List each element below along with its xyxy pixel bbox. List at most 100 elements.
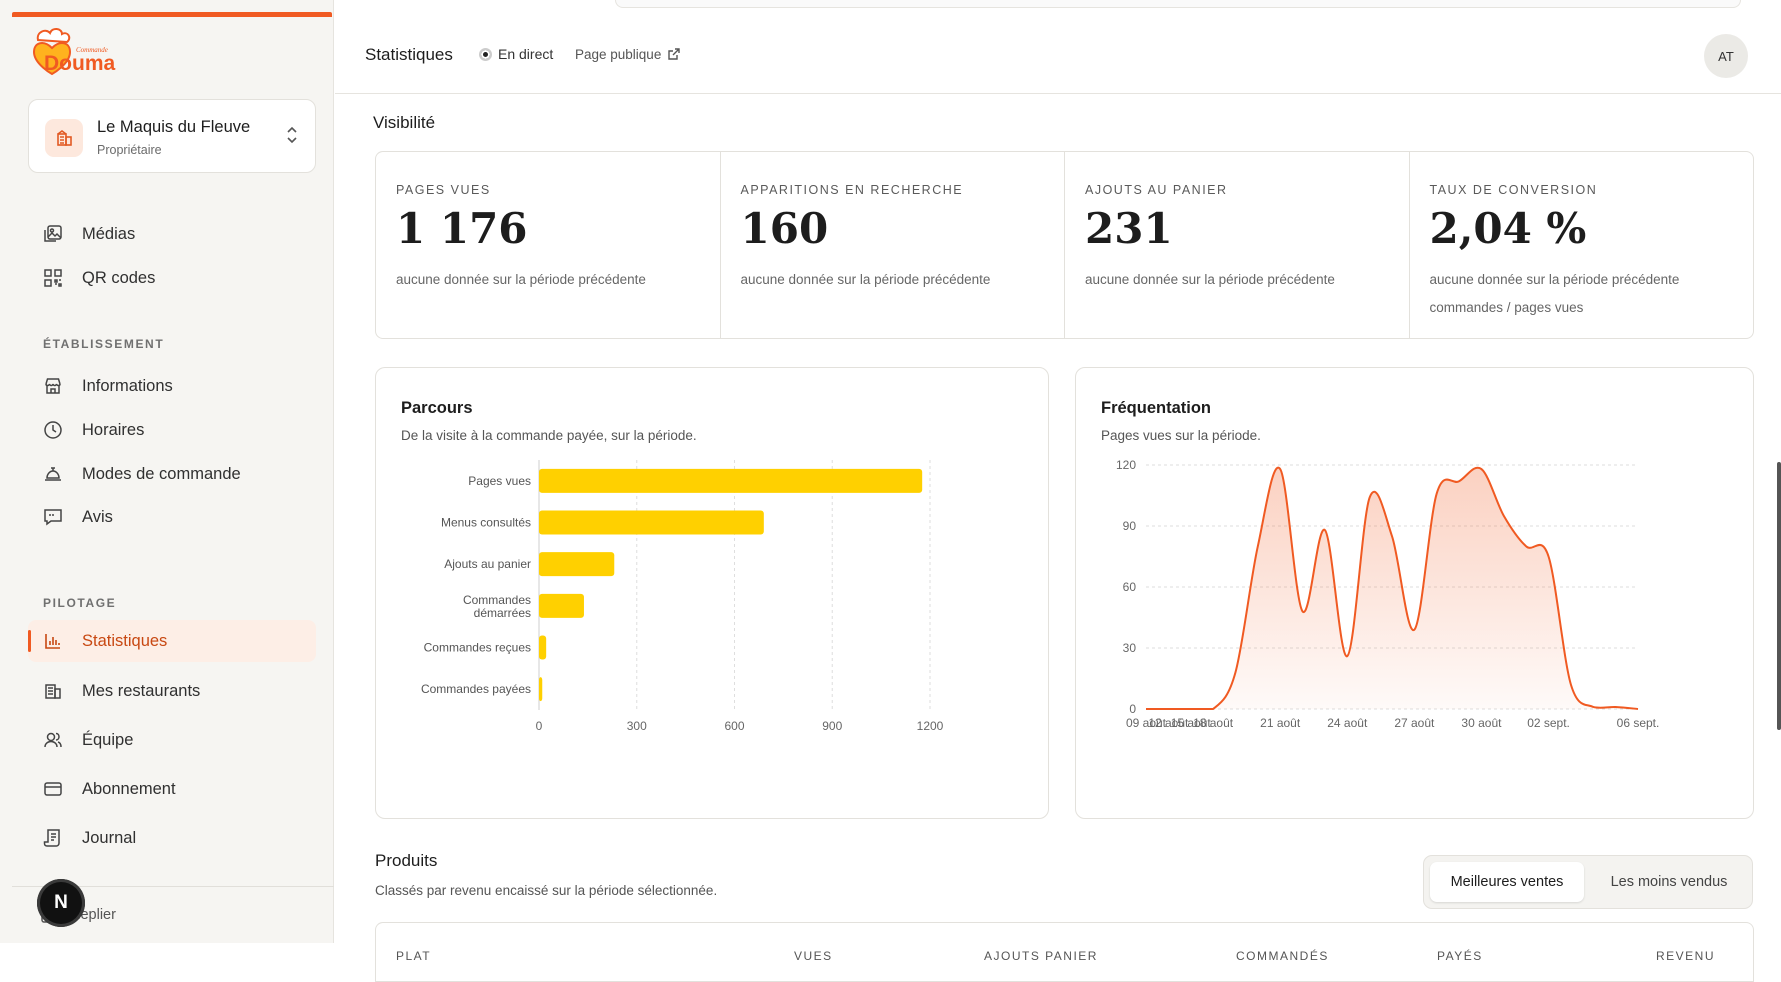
traffic-y-tick: 120 [1116,458,1136,472]
kpi-note: aucune donnée sur la période précédente [1429,272,1680,287]
section-label-pilotage: PILOTAGE [43,596,117,610]
establishment-switcher[interactable]: Le Maquis du Fleuve Propriétaire [28,99,316,173]
sidebar-item-label: QR codes [82,268,156,287]
page-title: Statistiques [365,45,453,64]
live-indicator: En direct [479,46,553,62]
tab-meilleures-ventes[interactable]: Meilleures ventes [1430,862,1584,902]
traffic-x-tick: 09 août [1126,716,1167,730]
sidebar-item-label: Abonnement [82,779,176,798]
sidebar-item-mes-restaurants[interactable]: Mes restaurants [28,670,316,712]
funnel-bar [539,468,923,493]
sidebar-accent-bar [12,12,332,17]
traffic-x-tick: 30 août [1461,716,1502,730]
establishment-role: Propriétaire [97,143,162,157]
live-dot-icon [479,47,492,61]
kpi-subnote: commandes / pages vues [1429,300,1584,315]
review-icon [42,506,64,528]
col-header[interactable]: PLAT [396,949,432,963]
sidebar-item-label: Avis [82,507,113,526]
funnel-category-label: Ajouts au panier [444,557,531,571]
col-header[interactable]: COMMANDÉS [1236,949,1329,963]
col-header[interactable]: PAYÉS [1437,949,1483,963]
page-scrollbar[interactable] [1777,462,1781,730]
kpi-row: PAGES VUES 1 176 aucune donnée sur la pé… [375,151,1754,339]
sidebar-item-informations[interactable]: Informations [28,365,316,407]
sidebar-item-label: Statistiques [82,631,168,650]
establishment-name: Le Maquis du Fleuve [97,118,251,136]
traffic-x-tick: 02 sept. [1527,716,1570,730]
col-header[interactable]: VUES [794,949,833,963]
logo-tagline: Commande [76,46,108,54]
main-content: Visibilité PAGES VUES 1 176 aucune donné… [335,95,1755,982]
sidebar-item-horaires[interactable]: Horaires [28,409,316,451]
kpi-label: AJOUTS AU PANIER [1085,183,1228,197]
card-icon [42,778,64,800]
building-icon [42,680,64,702]
public-page-label: Page publique [575,47,662,62]
sidebar-item-equipe[interactable]: Équipe [28,719,316,761]
traffic-y-tick: 0 [1129,702,1136,716]
products-toggle: Meilleures ventes Les moins vendus [1423,855,1753,909]
kpi-note: aucune donnée sur la période précédente [1085,272,1335,287]
kpi-value: 1 176 [396,204,528,253]
traffic-x-tick: 24 août [1327,716,1368,730]
sidebar-item-label: Médias [82,224,136,243]
traffic-subtitle: Pages vues sur la période. [1101,428,1261,443]
funnel-bar [539,510,764,535]
traffic-x-tick: 21 août [1260,716,1301,730]
funnel-card: Parcours De la visite à la commande payé… [375,367,1049,819]
funnel-title: Parcours [401,399,473,417]
products-title: Produits [375,851,438,870]
funnel-category-label: démarrées [474,606,531,620]
sidebar-item-journal[interactable]: Journal [28,817,316,859]
sidebar: Commande Douma Le Maquis du Fleuve Propr… [0,0,334,943]
avatar[interactable]: AT [1704,34,1748,78]
traffic-x-tick: 18 août [1193,716,1234,730]
funnel-x-tick: 900 [822,719,842,733]
kpi-note: aucune donnée sur la période précédente [396,272,646,287]
funnel-chart: 0 300 600 900 1200 Pages vues Menus consultés A… [421,460,944,733]
funnel-category-label: Commandes payées [421,682,531,696]
top-search-bar[interactable] [615,0,1741,8]
traffic-y-tick: 60 [1123,580,1137,594]
kpi-label: PAGES VUES [396,183,491,197]
kpi-taux-conversion: TAUX DE CONVERSION 2,04 % aucune donnée … [1410,152,1754,338]
funnel-bar [539,635,547,660]
sidebar-item-label: Mes restaurants [82,681,201,700]
sidebar-item-qr-codes[interactable]: QR codes [28,257,316,299]
kpi-pages-vues: PAGES VUES 1 176 aucune donnée sur la pé… [376,152,721,338]
traffic-card: Fréquentation Pages vues sur la période.… [1075,367,1754,819]
douma-logo[interactable]: Commande Douma [30,26,140,88]
public-page-link[interactable]: Page publique [575,47,681,62]
sidebar-item-label: Modes de commande [82,464,241,483]
dev-tools-badge[interactable]: N [37,879,85,927]
journal-icon [42,827,64,849]
qr-code-icon [42,267,64,289]
funnel-x-tick: 600 [724,719,744,733]
chevron-up-down-icon [285,125,299,150]
top-header: Statistiques En direct Page publique AT [335,0,1781,94]
building-icon [45,119,83,157]
store-icon [42,375,64,397]
funnel-x-tick: 0 [536,719,543,733]
traffic-x-tick: 06 sept. [1617,716,1660,730]
sidebar-item-label: Journal [82,828,137,847]
kpi-value: 2,04 % [1429,204,1587,253]
sidebar-item-label: Équipe [82,730,134,749]
sidebar-item-statistiques[interactable]: Statistiques [28,620,316,662]
col-header[interactable]: AJOUTS PANIER [984,949,1098,963]
col-header[interactable]: REVENU [1656,949,1716,963]
sidebar-item-modes-commande[interactable]: Modes de commande [28,453,316,495]
kpi-value: 231 [1085,204,1173,253]
sidebar-item-medias[interactable]: Médias [28,213,316,255]
traffic-x-tick: 15 août [1171,716,1212,730]
traffic-y-tick: 90 [1123,519,1137,533]
sidebar-item-abonnement[interactable]: Abonnement [28,768,316,810]
sidebar-item-label: Informations [82,376,173,395]
funnel-x-tick: 1200 [917,719,944,733]
tab-moins-vendus[interactable]: Les moins vendus [1610,874,1728,890]
funnel-subtitle: De la visite à la commande payée, sur la… [401,428,697,443]
sidebar-item-avis[interactable]: Avis [28,496,316,538]
users-icon [42,729,64,751]
funnel-bar [539,552,615,577]
